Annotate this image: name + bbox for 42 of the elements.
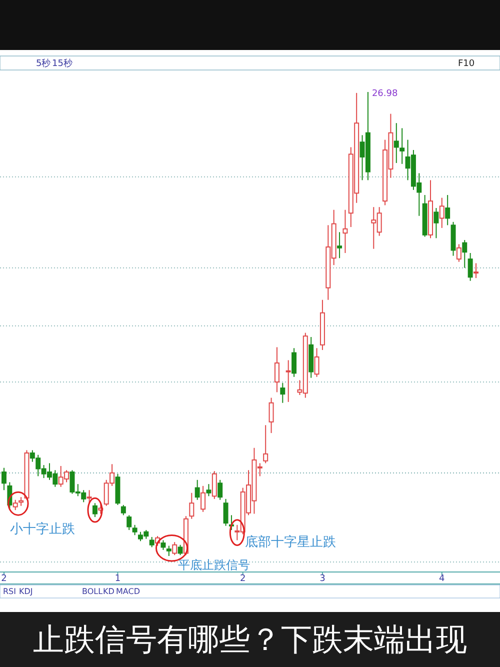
annotation: 26.98 [372, 89, 398, 99]
candlestick [314, 348, 320, 378]
x-tick-label: 1 [114, 574, 121, 584]
candlestick [268, 397, 274, 434]
text: 5秒 [36, 58, 51, 69]
text: RSI [3, 587, 16, 596]
text: F10 [458, 59, 475, 69]
annotation: 底部十字星止跌 [245, 534, 336, 550]
candlestick [320, 299, 325, 350]
candlestick [342, 209, 348, 254]
x-tick-label: 2 [1, 574, 7, 584]
candlestick [189, 492, 194, 520]
candlestick [474, 262, 478, 279]
annotation: 小十字止跌 [10, 521, 75, 537]
text: KDJ [19, 587, 33, 596]
candlestick [456, 244, 462, 262]
x-tick-label: 4 [439, 574, 446, 584]
candlestick [160, 540, 166, 550]
candlestick [194, 479, 200, 500]
candlestick [200, 485, 206, 512]
x-tick-label: 3 [320, 574, 326, 584]
text: KD [103, 587, 114, 596]
text: 15秒 [52, 58, 72, 69]
text: 止跌信号有哪些？下跌末端出现 [33, 622, 467, 658]
candlestick [280, 382, 286, 404]
candlestick [274, 346, 280, 393]
x-tick-label: 2 [240, 574, 246, 584]
candlestick [212, 470, 217, 500]
candlestick [462, 240, 468, 268]
candlestick [18, 496, 24, 506]
candlestick [308, 336, 314, 378]
candlestick [337, 232, 342, 259]
text: 平底止跌信号 [178, 558, 250, 572]
text: MACD [116, 587, 140, 596]
candlestick [292, 348, 297, 378]
candlestick [400, 128, 405, 164]
candlestick [394, 122, 399, 164]
candlestick [439, 197, 444, 228]
candlestick [286, 360, 291, 402]
candlestick [468, 252, 473, 282]
candlestick [445, 194, 450, 226]
text: BOLL [82, 587, 104, 596]
